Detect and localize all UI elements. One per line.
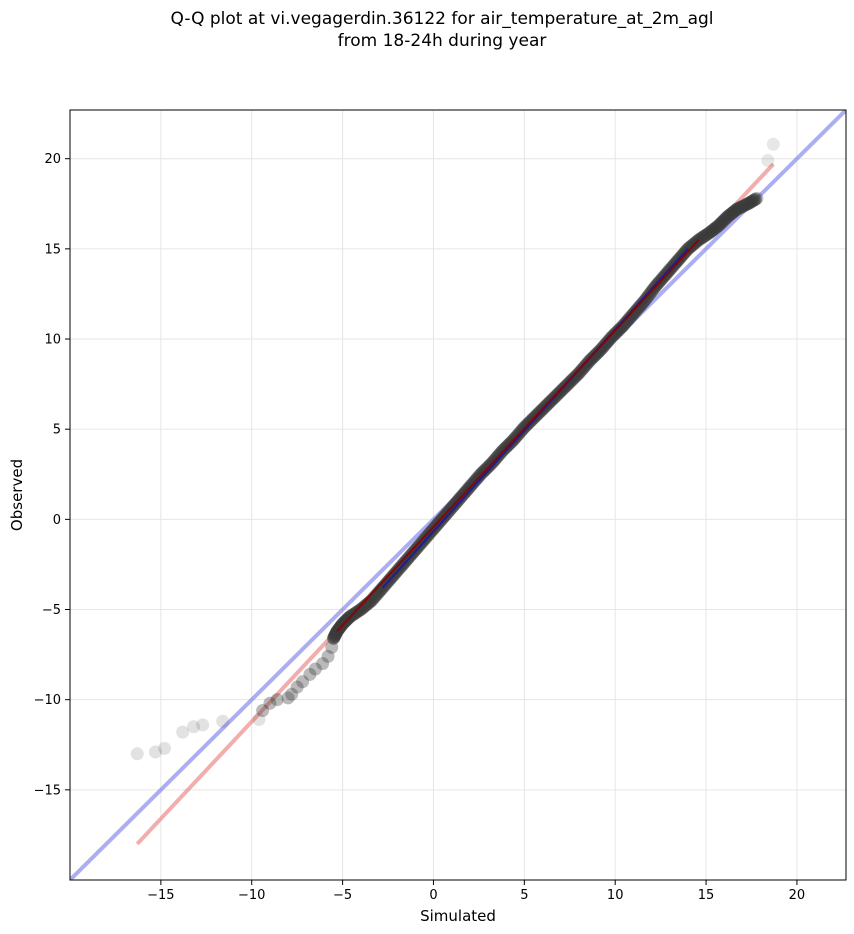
data-point: [263, 696, 277, 710]
data-point: [252, 713, 266, 727]
x-tick-label: 10: [607, 888, 624, 903]
grid-layer: [70, 110, 846, 880]
y-tick-label: 0: [53, 513, 61, 528]
x-tick-label: −10: [238, 888, 265, 903]
y-tick-label: 15: [44, 242, 61, 257]
data-point: [270, 693, 284, 707]
y-tick-label: −10: [34, 693, 61, 708]
x-tick-label: −15: [147, 888, 174, 903]
chart-subtitle: from 18-24h during year: [337, 31, 547, 51]
plot-frame: [69, 109, 847, 881]
data-point: [130, 747, 144, 761]
data-point: [748, 192, 762, 206]
data-point: [303, 667, 317, 681]
y-axis-label: Observed: [8, 459, 26, 531]
data-point: [296, 675, 310, 689]
data-point: [316, 657, 330, 671]
data-point: [148, 745, 162, 759]
data-point: [290, 680, 304, 694]
data-point: [321, 649, 335, 663]
thin-identity-line: [381, 248, 689, 589]
data-point: [281, 691, 295, 705]
scatter-points: [130, 137, 780, 761]
data-point: [761, 153, 775, 167]
data-point: [256, 703, 270, 717]
y-tick-label: −15: [34, 783, 61, 798]
chart-title: Q-Q plot at vi.vegagerdin.36122 for air_…: [170, 9, 714, 29]
y-tick-label: −5: [42, 603, 61, 618]
x-tick-label: 15: [698, 888, 715, 903]
thin-fit-line: [336, 239, 700, 632]
data-point: [176, 725, 190, 739]
data-point: [285, 687, 299, 701]
data-point: [750, 191, 764, 205]
y-tick-label: 10: [44, 333, 61, 348]
x-tick-label: 5: [520, 888, 528, 903]
x-tick-label: 20: [789, 888, 806, 903]
x-tick-label: 0: [429, 888, 437, 903]
data-point: [308, 662, 322, 676]
chart-title-block: Q-Q plot at vi.vegagerdin.36122 for air_…: [0, 8, 854, 52]
y-tick-label: 5: [53, 423, 61, 438]
x-tick-label: −5: [333, 888, 352, 903]
tick-layer: −15 −10 −5 0 5 10 15 20 −15 −10 −5 0 5 10 15 20: [34, 152, 806, 903]
data-point: [187, 720, 201, 734]
data-point: [158, 741, 172, 755]
data-layer: [70, 110, 846, 880]
data-point: [766, 137, 780, 151]
x-axis-label: Simulated: [420, 907, 496, 925]
data-point: [216, 714, 230, 728]
y-tick-label: 20: [44, 152, 61, 167]
data-point: [196, 718, 210, 732]
